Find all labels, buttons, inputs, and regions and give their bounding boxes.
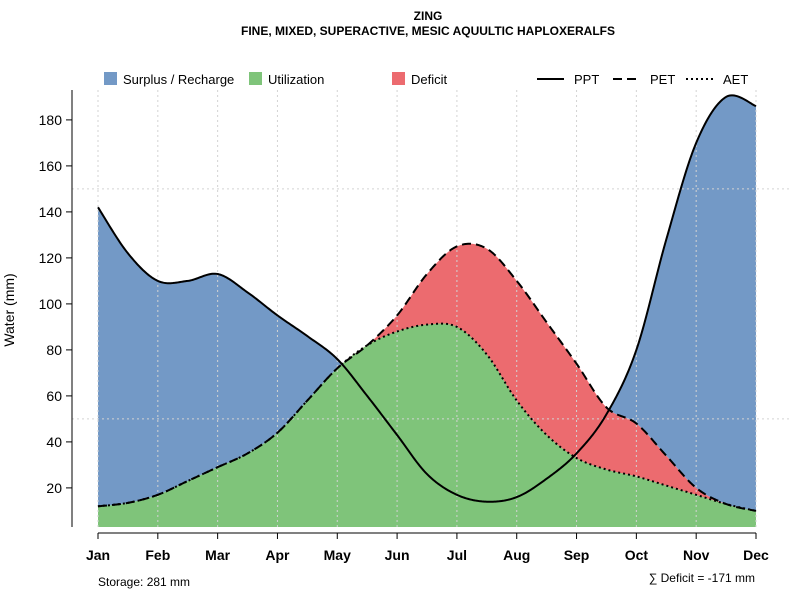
y-tick-label-60: 60 xyxy=(46,388,62,404)
x-tick-label-nov: Nov xyxy=(683,547,710,563)
chart-title: ZING xyxy=(414,9,443,23)
x-tick-label-jun: Jun xyxy=(385,547,410,563)
legend-label-ppt: PPT xyxy=(574,72,599,87)
storage-annotation: Storage: 281 mm xyxy=(98,575,190,589)
y-tick-label-40: 40 xyxy=(46,434,62,450)
y-tick-label-80: 80 xyxy=(46,342,62,358)
x-tick-label-mar: Mar xyxy=(205,547,230,563)
legend-swatch-deficit xyxy=(392,72,405,85)
x-tick-label-dec: Dec xyxy=(743,547,769,563)
surplus-area xyxy=(98,95,756,511)
chart-subtitle: FINE, MIXED, SUPERACTIVE, MESIC AQUULTIC… xyxy=(241,24,615,38)
y-tick-label-140: 140 xyxy=(39,204,63,220)
x-tick-label-apr: Apr xyxy=(265,547,290,563)
x-tick-label-jan: Jan xyxy=(86,547,110,563)
utilization-storage-area xyxy=(98,323,756,511)
legend-label-deficit: Deficit xyxy=(411,72,448,87)
series-line-ppt xyxy=(97,94,757,503)
x-tick-label-oct: Oct xyxy=(625,547,649,563)
series-line-layer xyxy=(97,94,757,512)
axes-layer: 20 40 60 80 100 120 140 160 180 Jan Feb Mar Apr May Ju… xyxy=(39,90,769,563)
area-layer xyxy=(98,95,756,527)
x-tick-label-aug: Aug xyxy=(503,547,530,563)
legend-label-aet: AET xyxy=(723,72,748,87)
deficit-sum-annotation: ∑ Deficit = -171 mm xyxy=(649,571,755,585)
deficit-area xyxy=(98,243,756,511)
series-line-aet xyxy=(97,322,757,512)
legend-label-pet: PET xyxy=(650,72,675,87)
legend-swatch-surplus-recharge xyxy=(104,72,117,85)
legend-label-utilization: Utilization xyxy=(268,72,324,87)
y-tick-label-120: 120 xyxy=(39,250,63,266)
legend-swatch-utilization xyxy=(249,72,262,85)
x-tick-label-feb: Feb xyxy=(145,547,170,563)
y-tick-label-20: 20 xyxy=(46,480,62,496)
x-tick-label-sep: Sep xyxy=(564,547,590,563)
y-tick-label-100: 100 xyxy=(39,296,63,312)
legend: Surplus / Recharge Utilization Deficit PPT P… xyxy=(104,72,748,87)
x-tick-label-may: May xyxy=(324,547,351,563)
y-tick-label-180: 180 xyxy=(39,112,63,128)
x-tick-label-jul: Jul xyxy=(447,547,467,563)
y-tick-label-160: 160 xyxy=(39,158,63,174)
legend-label-surplus-recharge: Surplus / Recharge xyxy=(123,72,234,87)
y-axis-label: Water (mm) xyxy=(1,273,17,346)
